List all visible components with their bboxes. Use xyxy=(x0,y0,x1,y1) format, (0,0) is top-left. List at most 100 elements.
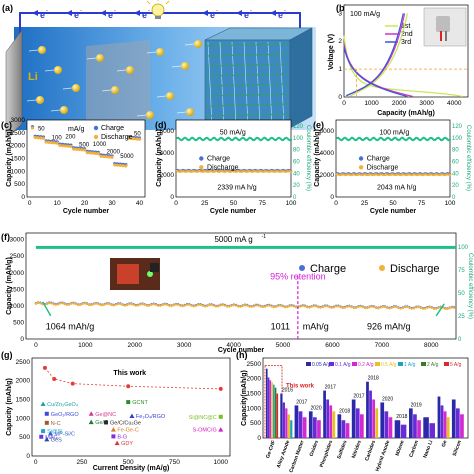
discharge-point xyxy=(390,306,393,309)
bar xyxy=(375,408,379,438)
panel-c-xlabel: Cycle number xyxy=(63,208,110,215)
panel-c-x-tick: 20 xyxy=(81,200,89,207)
e-plot-y2-tick: 100 xyxy=(452,136,463,142)
discharge-point xyxy=(397,306,400,310)
discharge-point xyxy=(134,304,138,307)
reference-label: GeO₂/RGO xyxy=(51,412,80,418)
discharge-point xyxy=(152,303,155,306)
year-label: 2019 xyxy=(411,402,422,408)
bar xyxy=(269,380,272,438)
discharge-point xyxy=(121,164,125,168)
e-plot-y2-tick: 120 xyxy=(452,124,463,130)
panel-f-y2-tick: 100 xyxy=(458,245,469,251)
reference-marker xyxy=(41,429,46,434)
discharge-point xyxy=(59,302,62,305)
bar xyxy=(308,411,313,438)
panel-f-y-tick: 1000 xyxy=(10,303,25,310)
discharge-point xyxy=(30,126,35,130)
bar xyxy=(394,420,401,438)
discharge-point xyxy=(130,302,133,306)
category-label: Phosphides xyxy=(319,439,334,468)
efficiency-band xyxy=(35,245,456,249)
reference-label: N-C xyxy=(51,421,61,427)
reference-label: S-OMC/G xyxy=(193,428,217,434)
discharge-point xyxy=(135,137,139,141)
electron-sup: - xyxy=(148,8,150,14)
panel-c-y-tick: 0 xyxy=(21,194,25,201)
panel-f-rate-sup: -1 xyxy=(262,234,267,240)
discharge-point xyxy=(248,305,251,308)
bar xyxy=(317,420,321,438)
li-ion xyxy=(96,54,104,62)
panel-f-y2-tick: 50 xyxy=(458,291,465,297)
panel-g-plot-area xyxy=(31,357,231,457)
discharge-point xyxy=(132,137,136,141)
discharge-point xyxy=(448,173,452,177)
discharge-point xyxy=(159,304,162,308)
bar xyxy=(460,414,464,438)
discharge-point xyxy=(337,305,340,308)
panel-g-y-tick: 2000 xyxy=(16,378,31,385)
electron-label: e xyxy=(108,10,113,20)
discharge-point xyxy=(137,137,142,141)
year-label: 2017 xyxy=(325,385,336,391)
reference-marker xyxy=(40,401,46,406)
d-plot-y2-tick: 100 xyxy=(293,136,304,142)
legend-charge: Charge xyxy=(101,125,124,132)
discharge-point xyxy=(314,305,318,308)
discharge-point xyxy=(74,302,78,306)
li-foil xyxy=(5,29,23,139)
reference-marker xyxy=(110,427,116,432)
reference-label: B-G xyxy=(117,434,127,440)
e-plot-rate: 100 mA/g xyxy=(379,129,409,136)
discharge-point xyxy=(259,305,262,308)
discharge-point xyxy=(432,307,436,310)
discharge-point xyxy=(363,306,367,310)
bar xyxy=(400,424,407,438)
discharge-point xyxy=(110,155,114,159)
discharge-point xyxy=(430,306,433,310)
d-plot-rate: 50 mA/g xyxy=(220,129,246,136)
discharge-point xyxy=(381,305,385,308)
category-label: Carbon Matter xyxy=(288,440,305,474)
d-plot-y2-tick: 40 xyxy=(293,171,300,177)
legend-swatch xyxy=(398,362,403,366)
discharge-point xyxy=(330,306,333,310)
legend-rate: 2 A/g xyxy=(427,362,439,368)
annotation-start: 1064 mAh/g xyxy=(46,322,95,332)
category-label: Nano Li xyxy=(422,439,434,459)
discharge-point xyxy=(277,304,280,308)
discharge-point xyxy=(301,304,304,308)
reference-label: GeS xyxy=(51,437,62,443)
panel-g-x-tick: 0 xyxy=(34,459,38,466)
discharge-point xyxy=(145,304,149,307)
bar xyxy=(440,405,444,438)
bar xyxy=(285,408,288,438)
year-label: 2016 xyxy=(282,388,293,394)
panel-f-x-tick: 5000 xyxy=(276,342,291,349)
discharge-point xyxy=(69,144,73,149)
panel-g-y-tick: 2500 xyxy=(16,359,31,366)
discharge-point xyxy=(185,303,189,306)
category-label: Alloy Anode xyxy=(276,439,292,468)
electron-sup: - xyxy=(216,8,218,14)
discharge-point xyxy=(243,304,247,307)
e-plot-x-tick: 100 xyxy=(445,200,456,207)
discharge-point xyxy=(332,306,336,309)
d-plot-y-tick: 4000 xyxy=(160,150,175,157)
discharge-point xyxy=(241,304,244,308)
legend-rate: 0.2 A/g xyxy=(358,362,374,368)
panel-f-y2-tick: 0 xyxy=(458,337,462,343)
panel-c-y-tick: 1000 xyxy=(11,168,26,175)
discharge-point xyxy=(288,304,291,308)
discharge-point xyxy=(201,304,204,307)
discharge-point xyxy=(157,304,160,307)
discharge-point xyxy=(361,305,365,309)
discharge-point xyxy=(194,304,198,308)
discharge-point xyxy=(294,306,298,309)
discharge-point xyxy=(112,304,115,307)
discharge-point xyxy=(239,305,242,308)
panel-h-ylabel: Capacity(mAh/g) xyxy=(241,370,248,426)
bar xyxy=(273,384,275,438)
panel-f-plot-area xyxy=(25,232,457,340)
